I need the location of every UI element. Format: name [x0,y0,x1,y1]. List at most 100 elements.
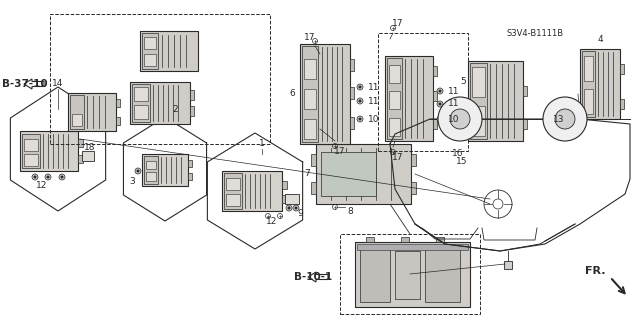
Bar [389,118,400,136]
Text: 17: 17 [304,33,316,41]
Bar [395,251,420,299]
Text: B-10-1: B-10-1 [294,272,332,282]
Bar [316,144,411,204]
Circle shape [286,205,292,211]
Bar [385,56,433,141]
Bar [433,119,437,129]
Bar [188,160,192,167]
Circle shape [438,102,442,106]
Bar [144,37,156,49]
Text: 17: 17 [392,152,404,161]
Circle shape [59,174,65,180]
Bar [134,105,148,119]
Text: 4: 4 [597,34,603,43]
Bar [311,154,316,166]
Bar [140,31,198,71]
Bar [146,172,156,181]
Text: 6: 6 [289,90,295,99]
Text: 12: 12 [36,181,48,189]
Bar [468,61,523,141]
Bar [523,86,527,96]
Bar [144,156,158,184]
Bar [355,242,470,307]
Bar [425,247,460,302]
Bar [146,161,156,169]
Text: 17: 17 [392,19,404,27]
Bar [282,181,287,189]
Bar [472,67,485,97]
Bar [78,155,83,163]
Circle shape [358,100,362,102]
Text: 2: 2 [172,105,178,114]
Bar [302,46,318,142]
Bar [340,234,480,314]
Text: 10: 10 [368,115,380,123]
Circle shape [437,88,443,94]
Bar [142,154,188,186]
Circle shape [357,116,363,122]
Bar [620,99,624,109]
Bar [304,89,316,109]
Bar [350,87,354,99]
Bar [130,82,190,124]
Text: 11: 11 [368,83,380,92]
Bar [350,59,354,71]
Text: 18: 18 [84,143,96,152]
Bar [350,117,354,129]
Bar [304,119,316,139]
Text: 16: 16 [452,150,464,159]
Bar [78,139,83,147]
Text: 11: 11 [368,97,380,106]
Bar [378,33,468,151]
Bar [142,33,158,69]
Circle shape [357,84,363,90]
Bar [472,106,485,136]
Circle shape [45,174,51,180]
Bar [389,65,400,83]
Circle shape [61,175,63,179]
Bar [68,93,116,131]
Text: 11: 11 [448,100,460,108]
Circle shape [33,175,36,179]
Bar [401,237,409,242]
Bar [188,173,192,180]
Bar [132,84,150,122]
Text: 15: 15 [456,157,468,166]
Text: 3: 3 [129,177,135,187]
Bar [82,151,94,161]
Text: 13: 13 [552,115,564,123]
Bar [470,63,487,139]
Circle shape [358,85,362,88]
Bar [387,58,402,139]
Text: 9: 9 [297,209,303,218]
Text: 10: 10 [448,115,460,123]
Text: 11: 11 [448,86,460,95]
Bar [620,64,624,74]
Bar [24,139,38,151]
Bar [389,91,400,109]
Bar [366,237,374,242]
Bar [584,89,593,114]
Circle shape [32,174,38,180]
Text: 8: 8 [347,206,353,216]
Bar [523,119,527,129]
Bar [224,173,242,209]
Text: FR.: FR. [584,266,605,276]
Bar [433,66,437,76]
Circle shape [555,109,575,129]
Bar [22,134,40,168]
Bar [72,114,82,126]
Circle shape [438,90,442,93]
Text: 12: 12 [266,218,278,226]
Bar [504,261,512,269]
Bar [222,171,282,211]
Bar [584,56,593,81]
Bar [285,194,299,204]
Bar [226,178,240,190]
Bar [582,51,595,117]
Bar [411,182,416,194]
Circle shape [358,117,362,121]
Circle shape [437,116,443,122]
Bar [50,14,270,144]
Text: 1: 1 [259,139,265,149]
